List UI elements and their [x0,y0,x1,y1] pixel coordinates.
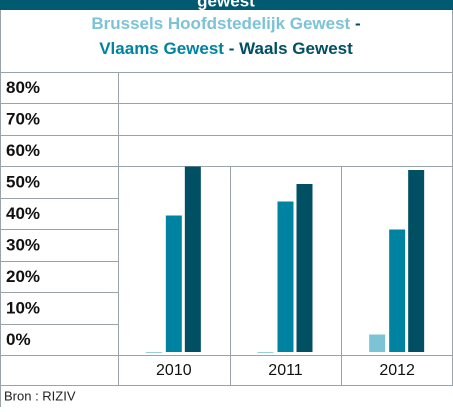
bar [389,229,406,352]
bar [184,166,201,352]
bar [277,201,294,352]
chart-title: gewest [197,0,255,10]
source-note: Bron : RIZIV [4,388,76,403]
y-tick-label: 20% [6,267,40,286]
y-tick-label: 60% [6,141,40,160]
subtitle-series: Waals Gewest [239,39,353,58]
x-tick-label: 2011 [268,362,303,379]
bar [408,170,425,352]
bar [296,184,313,352]
y-tick-label: 10% [6,298,40,317]
y-tick-label: 80% [6,78,40,97]
bar [165,215,182,352]
header-band [0,0,453,10]
subtitle-line-1: Brussels Hoofdstedelijk Gewest - [91,14,360,33]
subtitle-separator: - [350,14,360,33]
y-tick-label: 40% [6,204,40,223]
bar [369,334,386,352]
bar [145,352,162,353]
bar [257,352,274,353]
x-tick-label: 2010 [156,362,192,379]
subtitle-line-2: Vlaams Gewest - Waals Gewest [99,39,353,58]
subtitle-series: Brussels Hoofdstedelijk Gewest [91,14,350,33]
subtitle-separator: - [224,39,239,58]
subtitle-series: Vlaams Gewest [99,39,224,58]
y-tick-label: 70% [6,110,40,129]
x-tick-label: 2012 [379,362,415,379]
y-tick-label: 0% [6,330,31,349]
y-tick-label: 30% [6,235,40,254]
y-tick-label: 50% [6,173,40,192]
